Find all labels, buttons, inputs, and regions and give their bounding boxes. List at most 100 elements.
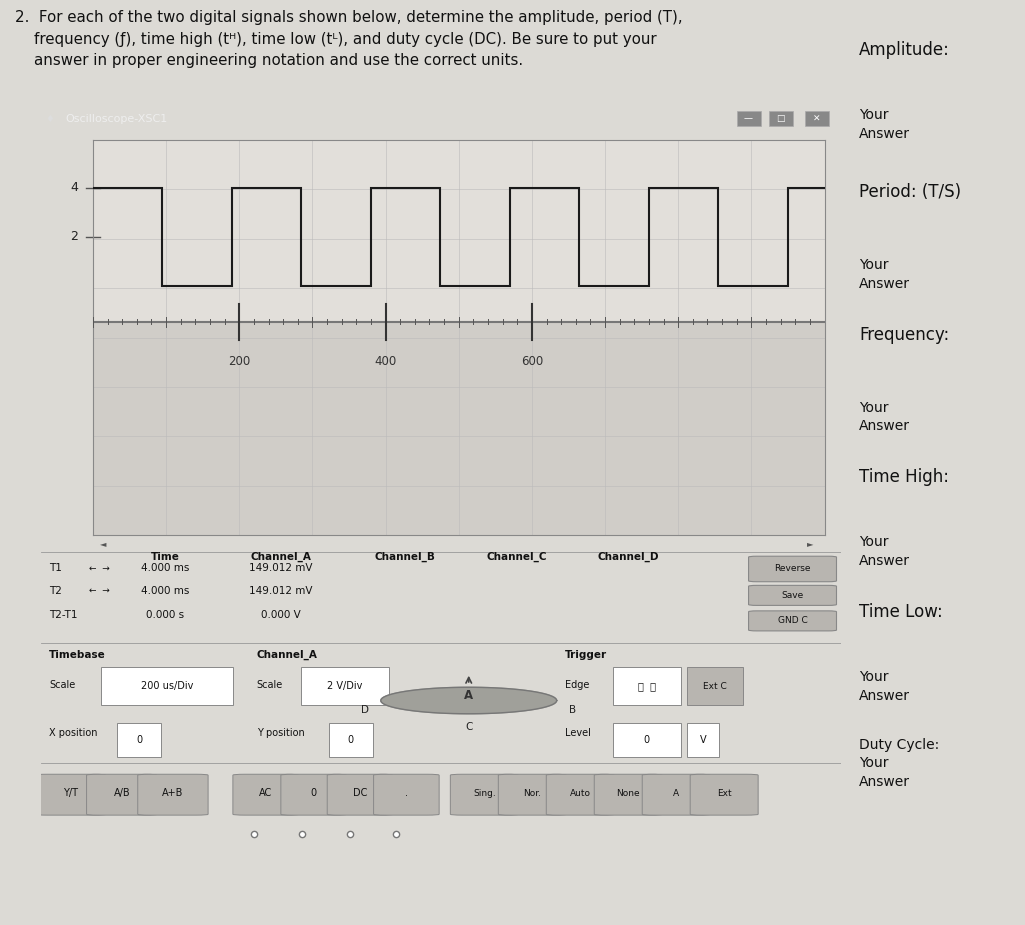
Text: A: A xyxy=(464,689,474,702)
Text: Time High:: Time High: xyxy=(859,468,949,486)
Bar xyxy=(93,322,824,535)
Text: Amplitude:: Amplitude: xyxy=(859,41,950,59)
Text: □: □ xyxy=(776,115,785,123)
FancyBboxPatch shape xyxy=(86,774,157,815)
Text: A+B: A+B xyxy=(162,788,183,798)
Text: Auto: Auto xyxy=(570,789,590,797)
Text: 2.  For each of the two digital signals shown below, determine the amplitude, pe: 2. For each of the two digital signals s… xyxy=(15,10,683,68)
Bar xyxy=(769,111,792,127)
Bar xyxy=(687,723,719,757)
Text: Ext C: Ext C xyxy=(703,682,727,691)
Text: Y position: Y position xyxy=(257,728,304,738)
Text: 149.012 mV: 149.012 mV xyxy=(249,563,313,573)
Text: A: A xyxy=(673,789,680,797)
Bar xyxy=(687,667,743,706)
Text: None: None xyxy=(616,789,640,797)
Bar xyxy=(301,667,388,706)
Text: Save: Save xyxy=(781,591,804,600)
Bar xyxy=(613,723,681,757)
Text: ✕: ✕ xyxy=(813,115,820,123)
Text: Nor.: Nor. xyxy=(524,789,541,797)
Text: Your
Answer: Your Answer xyxy=(859,258,910,290)
Text: Time Low:: Time Low: xyxy=(859,603,943,621)
FancyBboxPatch shape xyxy=(546,774,614,815)
FancyBboxPatch shape xyxy=(233,774,298,815)
Text: DC: DC xyxy=(353,788,367,798)
Text: 200 us/Div: 200 us/Div xyxy=(140,681,193,691)
Bar xyxy=(100,667,233,706)
Text: 4.000 ms: 4.000 ms xyxy=(140,586,189,596)
FancyBboxPatch shape xyxy=(594,774,662,815)
Text: B: B xyxy=(569,705,576,715)
Text: Frequency:: Frequency: xyxy=(859,326,949,344)
Text: X position: X position xyxy=(49,728,97,738)
Text: 4.000 ms: 4.000 ms xyxy=(140,563,189,573)
FancyBboxPatch shape xyxy=(36,774,106,815)
Text: 0: 0 xyxy=(311,788,317,798)
Text: ♦: ♦ xyxy=(45,114,53,124)
Text: Ext: Ext xyxy=(716,789,732,797)
FancyBboxPatch shape xyxy=(748,586,836,605)
Text: ►: ► xyxy=(807,539,814,548)
Text: Scale: Scale xyxy=(49,680,75,690)
Text: Channel_A: Channel_A xyxy=(257,649,318,660)
Text: 4: 4 xyxy=(71,181,78,194)
Text: Y/T: Y/T xyxy=(64,788,78,798)
Text: 2: 2 xyxy=(71,230,78,243)
Text: 200: 200 xyxy=(229,355,250,368)
Text: 0: 0 xyxy=(347,735,354,746)
Text: Channel_A: Channel_A xyxy=(250,552,312,562)
Text: Scale: Scale xyxy=(257,680,283,690)
FancyBboxPatch shape xyxy=(748,556,836,582)
Text: Edge: Edge xyxy=(565,680,589,690)
Text: .: . xyxy=(405,788,408,798)
Text: Duty Cycle:
Your
Answer: Duty Cycle: Your Answer xyxy=(859,738,939,789)
Text: A/B: A/B xyxy=(114,788,130,798)
Text: ←  →: ← → xyxy=(89,586,110,596)
FancyBboxPatch shape xyxy=(281,774,346,815)
Text: 0.000 V: 0.000 V xyxy=(261,610,300,621)
Text: Sing.: Sing. xyxy=(473,789,496,797)
Text: Time: Time xyxy=(151,552,179,562)
Text: Trigger: Trigger xyxy=(565,649,607,660)
FancyBboxPatch shape xyxy=(137,774,208,815)
Text: 400: 400 xyxy=(374,355,397,368)
Text: D: D xyxy=(361,705,369,715)
Text: Your
Answer: Your Answer xyxy=(859,108,910,141)
Bar xyxy=(117,723,161,757)
Text: 0: 0 xyxy=(136,735,142,746)
Polygon shape xyxy=(381,687,557,714)
FancyBboxPatch shape xyxy=(498,774,566,815)
Text: ←  →: ← → xyxy=(89,563,110,573)
Text: 149.012 mV: 149.012 mV xyxy=(249,586,313,596)
Bar xyxy=(329,723,373,757)
Text: Your
Answer: Your Answer xyxy=(859,671,910,703)
Text: GND C: GND C xyxy=(778,616,808,625)
Text: 0.000 s: 0.000 s xyxy=(146,610,183,621)
Text: V: V xyxy=(700,735,706,746)
Text: Channel_D: Channel_D xyxy=(598,552,659,562)
Text: Period: (T/S): Period: (T/S) xyxy=(859,183,961,202)
Text: T1: T1 xyxy=(49,563,62,573)
Text: Reverse: Reverse xyxy=(774,564,811,574)
Text: ⏷  ⏶: ⏷ ⏶ xyxy=(638,681,656,691)
Bar xyxy=(737,111,761,127)
Text: Your
Answer: Your Answer xyxy=(859,536,910,568)
Text: AC: AC xyxy=(259,788,273,798)
Text: 0: 0 xyxy=(644,735,650,746)
FancyBboxPatch shape xyxy=(373,774,439,815)
Text: Your
Answer: Your Answer xyxy=(859,401,910,433)
Text: Level: Level xyxy=(565,728,590,738)
FancyBboxPatch shape xyxy=(748,610,836,631)
FancyBboxPatch shape xyxy=(450,774,519,815)
Text: Timebase: Timebase xyxy=(49,649,106,660)
Text: Channel_B: Channel_B xyxy=(374,552,436,562)
Text: T2: T2 xyxy=(49,586,62,596)
FancyBboxPatch shape xyxy=(327,774,393,815)
Text: ◄: ◄ xyxy=(100,539,107,548)
Bar xyxy=(93,140,824,322)
Text: 2 V/Div: 2 V/Div xyxy=(327,681,363,691)
Bar xyxy=(613,667,681,706)
Text: Oscilloscope-XSC1: Oscilloscope-XSC1 xyxy=(65,114,167,124)
Text: 600: 600 xyxy=(521,355,543,368)
